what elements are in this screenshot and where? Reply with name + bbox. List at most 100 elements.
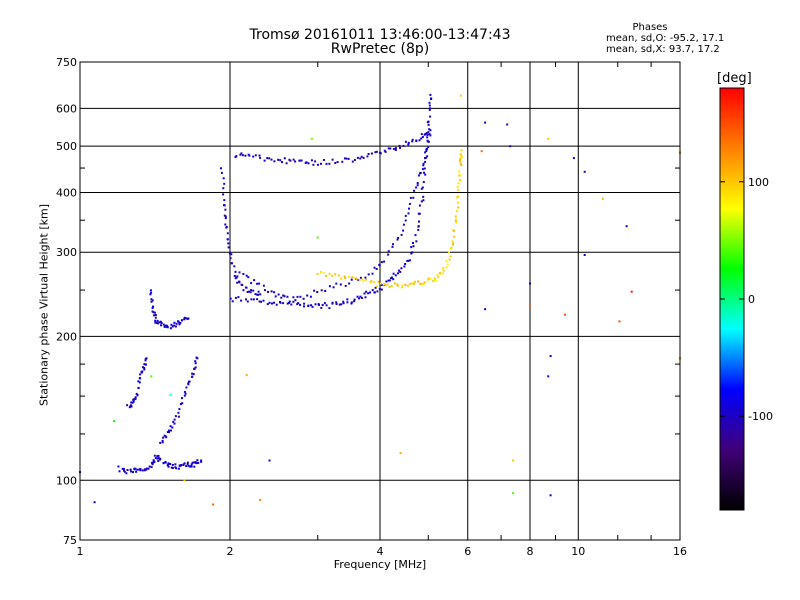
trace-point	[420, 200, 423, 203]
trace-point	[155, 321, 158, 324]
trace-point	[193, 465, 196, 468]
trace-point	[149, 293, 152, 296]
trace-point	[153, 311, 156, 314]
scatter-point	[212, 503, 215, 506]
trace-point	[148, 465, 151, 468]
scatter-point	[549, 494, 552, 497]
trace-point	[384, 284, 387, 287]
trace-point	[411, 251, 414, 254]
trace-point	[192, 461, 195, 464]
trace-point	[228, 252, 231, 255]
trace-point	[195, 462, 198, 465]
trace-point	[152, 305, 154, 308]
scatter-point	[484, 121, 487, 124]
trace-point	[129, 404, 132, 407]
trace-point	[458, 170, 461, 173]
trace-point	[424, 151, 427, 154]
trace-point	[376, 290, 379, 293]
trace-point	[157, 456, 160, 459]
trace-point	[459, 174, 462, 177]
trace-point	[414, 234, 417, 237]
trace-point	[392, 243, 394, 246]
trace-point	[424, 156, 427, 159]
trace-point	[173, 422, 176, 425]
trace-point	[167, 462, 170, 465]
trace-point	[383, 260, 386, 263]
trace-point	[121, 467, 124, 470]
trace-point	[396, 284, 399, 287]
trace-point	[346, 301, 349, 304]
trace-point	[233, 265, 236, 268]
trace-point	[361, 296, 363, 299]
trace-point	[320, 162, 322, 165]
trace-point	[424, 160, 427, 163]
trace-point	[230, 262, 233, 265]
trace-point	[273, 291, 276, 294]
trace-point	[321, 304, 324, 306]
trace-point	[141, 370, 144, 373]
trace-point	[314, 303, 317, 306]
trace-point	[364, 276, 367, 279]
trace-point	[190, 465, 193, 468]
trace-point	[371, 289, 374, 292]
trace-point	[356, 156, 359, 159]
trace-point	[343, 157, 346, 160]
trace-point	[238, 281, 241, 284]
trace-point	[448, 258, 451, 261]
trace-point	[362, 279, 365, 282]
trace-point	[351, 160, 354, 163]
trace-point	[165, 436, 168, 439]
trace-point	[292, 300, 295, 303]
colorbar-tick-label: -100	[748, 410, 773, 423]
trace-point	[159, 320, 162, 323]
trace-point	[413, 280, 416, 283]
trace-point	[185, 465, 188, 468]
trace-point	[403, 265, 406, 268]
scatter-point	[583, 254, 586, 256]
trace-point	[391, 245, 394, 248]
trace-point	[170, 323, 173, 326]
trace-point	[258, 300, 261, 303]
trace-point	[410, 246, 413, 249]
scatter-point	[512, 459, 515, 462]
trace-point	[220, 167, 222, 170]
trace-point	[456, 209, 459, 212]
trace-point	[161, 439, 164, 442]
trace-point	[354, 276, 357, 279]
trace-point	[416, 184, 419, 187]
trace-point	[346, 298, 349, 301]
trace-point	[172, 420, 175, 423]
trace-point	[224, 208, 227, 211]
trace-point	[234, 296, 237, 299]
trace-point	[163, 434, 166, 437]
trace-point	[166, 326, 169, 329]
trace-point	[335, 282, 338, 285]
trace-point	[420, 133, 423, 136]
trace-point	[249, 291, 252, 294]
trace-point	[164, 325, 167, 328]
trace-point	[147, 467, 150, 470]
trace-point	[252, 155, 255, 158]
scatter-point	[93, 501, 96, 504]
trace-point	[226, 232, 229, 235]
trace-point	[166, 324, 169, 327]
trace-point	[322, 159, 325, 161]
trace-point	[455, 196, 458, 199]
trace-point	[325, 304, 328, 307]
trace-point	[350, 278, 353, 281]
trace-point	[392, 272, 395, 275]
trace-point	[154, 316, 157, 319]
trace-point	[282, 294, 285, 297]
trace-point	[244, 154, 247, 157]
trace-point	[257, 293, 260, 296]
trace-point	[157, 322, 160, 325]
scatter-point	[572, 157, 575, 160]
trace-point	[460, 149, 463, 152]
trace-point	[345, 157, 348, 160]
trace-point	[363, 292, 366, 295]
trace-point	[226, 238, 229, 241]
trace-point	[300, 159, 303, 162]
trace-point	[169, 463, 172, 465]
trace-point	[323, 302, 326, 305]
trace-point	[229, 297, 232, 300]
